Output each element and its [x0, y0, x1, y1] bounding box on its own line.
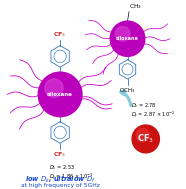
Text: $D_k$ = 2.53: $D_k$ = 2.53	[49, 163, 75, 172]
Text: CF$_3$: CF$_3$	[53, 30, 67, 39]
Text: $D_k$ = 2.78: $D_k$ = 2.78	[131, 101, 157, 110]
Text: CF$_3$: CF$_3$	[137, 133, 154, 145]
FancyArrowPatch shape	[121, 91, 131, 106]
Circle shape	[115, 26, 130, 41]
Text: CH$_3$: CH$_3$	[129, 2, 142, 11]
Text: low $D_k$, ultralow $D_f$: low $D_k$, ultralow $D_f$	[25, 174, 95, 185]
Circle shape	[110, 21, 145, 56]
Text: at high frequency of 5GHz: at high frequency of 5GHz	[21, 183, 100, 188]
Text: siloxane: siloxane	[47, 92, 73, 97]
Circle shape	[136, 128, 149, 142]
Circle shape	[132, 125, 159, 153]
Text: CF$_3$: CF$_3$	[53, 150, 67, 159]
Circle shape	[45, 79, 63, 98]
Text: siloxane: siloxane	[116, 36, 139, 41]
Text: OCH$_3$: OCH$_3$	[119, 86, 136, 95]
Text: $D_f$ = 1.86 × 10$^{-3}$: $D_f$ = 1.86 × 10$^{-3}$	[49, 172, 94, 182]
Circle shape	[38, 72, 82, 117]
Text: $D_f$ = 2.87 × 10$^{-2}$: $D_f$ = 2.87 × 10$^{-2}$	[131, 110, 175, 120]
